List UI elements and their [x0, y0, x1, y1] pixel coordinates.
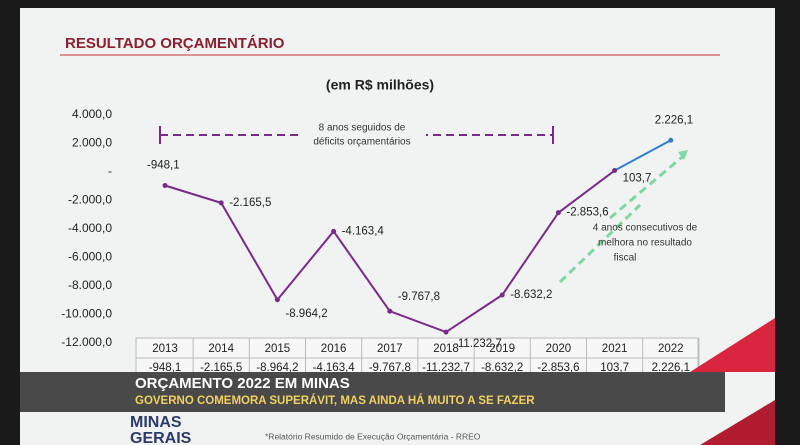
x-tick-label: 2016: [321, 343, 347, 355]
annotation: melhora no resultado: [598, 238, 692, 249]
arrow: [558, 203, 642, 284]
table-value: -9.767,8: [369, 362, 411, 374]
table-value: -4.163,4: [312, 362, 355, 374]
logo: MINAS: [130, 414, 182, 431]
table-value: 2.226,1: [652, 362, 690, 374]
x-tick-label: 2018: [433, 343, 459, 355]
y-tick-label: -8.000,0: [68, 278, 112, 292]
data-label: -11.232,7: [454, 338, 502, 350]
table-value: -8.964,2: [256, 362, 298, 374]
x-tick-label: 2014: [208, 343, 234, 355]
arrow-head: [678, 150, 688, 160]
point: [668, 137, 674, 143]
decoration: [700, 400, 775, 445]
table-value: 103,7: [600, 362, 629, 374]
headline: ORÇAMENTO 2022 EM MINAS: [135, 375, 350, 392]
table-value: -11.232,7: [422, 362, 470, 374]
x-tick-label: 2019: [489, 343, 515, 355]
logo: GERAIS: [130, 430, 192, 445]
annotation: fiscal: [614, 253, 637, 264]
line: [614, 139, 672, 172]
decoration: [690, 318, 775, 372]
annotation: 8 anos seguidos de: [319, 123, 406, 134]
arrow: [609, 150, 689, 220]
y-tick-label: 2.000,0: [72, 136, 112, 150]
table-value: -948,1: [149, 362, 182, 374]
chart-title: RESULTADO ORÇAMENTÁRIO: [65, 35, 285, 52]
data-label: -8.964,2: [285, 308, 327, 320]
point: [387, 308, 393, 314]
y-tick-label: -2.000,0: [68, 193, 112, 207]
source: *Relatório Resumido de Execução Orçament…: [265, 431, 481, 441]
data-label: -4.163,4: [342, 225, 385, 237]
y-tick-label: -6.000,0: [68, 250, 112, 264]
y-tick-label: 4.000,0: [72, 107, 112, 121]
data-label: -9.767,8: [398, 291, 440, 303]
table-value: -2.165,5: [200, 362, 242, 374]
lower-third: [20, 372, 725, 412]
x-tick-label: 2020: [546, 343, 572, 355]
x-tick-label: 2015: [265, 343, 291, 355]
data-label: -2.165,5: [229, 197, 271, 209]
point: [499, 292, 505, 298]
data-label: 103,7: [623, 173, 652, 185]
x-tick-label: 2017: [377, 343, 403, 355]
annotation: 4 anos consecutivos de: [593, 223, 698, 234]
data-label: -8.632,2: [510, 289, 552, 301]
chart-subtitle: (em R$ milhões): [326, 77, 434, 93]
y-tick-label: -: [108, 164, 112, 178]
y-tick-label: -12.000,0: [61, 335, 112, 349]
point: [555, 210, 561, 216]
plot: 4.000,0 2.000,0 - -2.000,0 -4.000,0 -6.000,0 -…: [61, 107, 700, 377]
x-tick-label: 2021: [602, 343, 628, 355]
y-tick-label: -4.000,0: [68, 221, 112, 235]
data-label: -948,1: [147, 160, 180, 172]
table-value: -2.853,6: [537, 362, 579, 374]
annotation-box: [298, 118, 426, 150]
point: [443, 329, 449, 335]
point: [612, 168, 618, 174]
point: [274, 297, 280, 303]
x-tick-label: 2022: [658, 343, 684, 355]
data-label: 2.226,1: [655, 114, 693, 126]
data-label: -2.853,6: [566, 207, 608, 219]
point: [162, 183, 168, 189]
point: [218, 200, 224, 206]
y-tick-label: -10.000,0: [61, 307, 112, 321]
annotation: déficits orçamentários: [313, 137, 410, 148]
subheadline: GOVERNO COMEMORA SUPERÁVIT, MAS AINDA HÁ…: [135, 394, 535, 407]
table-value: -8.632,2: [481, 362, 523, 374]
x-tick-label: 2013: [152, 343, 178, 355]
point: [331, 228, 337, 234]
